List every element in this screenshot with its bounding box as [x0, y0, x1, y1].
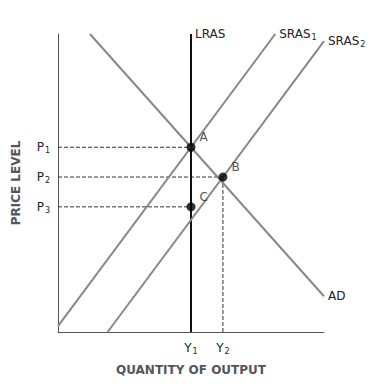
- svg-text:PRICE LEVEL: PRICE LEVEL: [9, 140, 23, 225]
- svg-text:A: A: [200, 130, 209, 144]
- svg-text:1: 1: [45, 146, 50, 155]
- svg-text:2: 2: [225, 347, 230, 356]
- svg-text:QUANTITY OF OUTPUT: QUANTITY OF OUTPUT: [116, 363, 267, 377]
- svg-text:1: 1: [193, 347, 198, 356]
- svg-text:P: P: [37, 200, 44, 214]
- svg-text:2: 2: [360, 40, 365, 49]
- svg-text:AD: AD: [328, 289, 345, 303]
- svg-text:P: P: [37, 140, 44, 154]
- svg-text:LRAS: LRAS: [195, 27, 225, 41]
- svg-text:C: C: [200, 190, 208, 204]
- svg-text:B: B: [231, 160, 239, 174]
- svg-text:Y: Y: [215, 341, 224, 355]
- svg-text:P: P: [37, 170, 44, 184]
- svg-text:1: 1: [312, 33, 317, 42]
- svg-text:SRAS: SRAS: [279, 27, 310, 41]
- svg-text:2: 2: [45, 176, 50, 185]
- svg-text:3: 3: [45, 206, 50, 215]
- svg-text:Y: Y: [183, 341, 192, 355]
- svg-text:SRAS: SRAS: [328, 34, 359, 48]
